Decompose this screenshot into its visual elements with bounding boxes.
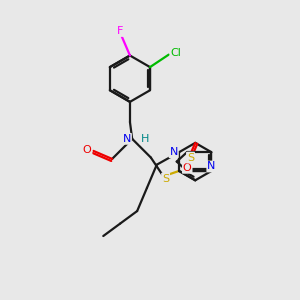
Text: N: N bbox=[169, 147, 178, 157]
Text: F: F bbox=[117, 26, 123, 36]
Text: S: S bbox=[187, 153, 194, 163]
Text: O: O bbox=[83, 145, 92, 154]
Text: S: S bbox=[162, 173, 169, 184]
Text: N: N bbox=[207, 161, 216, 172]
Text: Cl: Cl bbox=[170, 48, 181, 58]
Text: O: O bbox=[183, 163, 192, 173]
Text: N: N bbox=[123, 134, 131, 144]
Text: H: H bbox=[140, 134, 149, 144]
